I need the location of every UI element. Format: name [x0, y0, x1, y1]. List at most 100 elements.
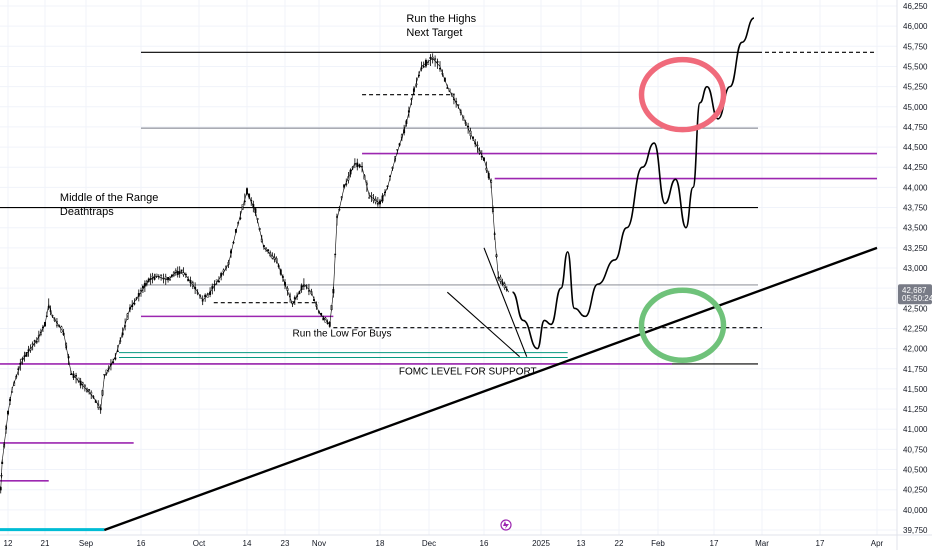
y-tick-label: 46,250 [903, 2, 928, 11]
candle-body [302, 285, 305, 287]
x-tick-label: 18 [376, 539, 385, 548]
y-tick-label: 40,750 [903, 445, 928, 454]
x-tick-label: 2025 [532, 539, 550, 548]
candle-body [180, 269, 183, 271]
y-tick-label: 43,500 [903, 224, 928, 233]
y-axis[interactable]: 39,750 40,000 40,250 40,500 40,750 41,000 41,2… [903, 2, 928, 535]
y-tick-label: 40,000 [903, 506, 928, 515]
x-tick-label: 17 [816, 539, 825, 548]
price-series [0, 53, 510, 494]
y-tick-label: 45,250 [903, 83, 928, 92]
candle-body [75, 375, 78, 377]
price-tag-countdown: 05:50:24 [902, 294, 932, 303]
candle-body [33, 340, 36, 342]
x-tick-label: 21 [41, 539, 50, 548]
candle-body [178, 271, 181, 275]
candle-body [370, 195, 373, 197]
candle-body [103, 373, 106, 376]
candle-body [70, 373, 73, 376]
x-tick-label: 16 [137, 539, 146, 548]
candle-body [376, 203, 379, 205]
y-tick-label: 39,750 [903, 526, 928, 535]
annotation-label: Next Target [406, 27, 462, 39]
y-tick-label: 41,500 [903, 385, 928, 394]
x-tick-label: 14 [243, 539, 252, 548]
candle-body [422, 65, 425, 68]
target-circle [638, 56, 727, 133]
candle-body [322, 317, 325, 321]
annotation-label: Run the Low For Buys [293, 329, 392, 340]
trendline-wedge-upper [483, 247, 528, 357]
candle-body [164, 276, 167, 279]
x-tick-label: Oct [193, 539, 206, 548]
x-axis[interactable]: 12 21 Sep 16 Oct 14 23 Nov 18 Dec 16 2025 13 22 Feb 17 M… [4, 539, 884, 548]
x-tick-label: 17 [710, 539, 719, 548]
trendline-wedge-lower [446, 291, 520, 358]
price-tag-background [898, 284, 932, 305]
y-tick-label: 44,250 [903, 163, 928, 172]
events-icon[interactable] [500, 519, 512, 531]
projection-path [512, 17, 755, 350]
candle-body [215, 279, 218, 282]
y-tick-label: 45,000 [903, 103, 928, 112]
y-tick-label: 45,500 [903, 62, 928, 71]
x-tick-label: 16 [480, 539, 489, 548]
candle-body [81, 382, 84, 385]
annotation-label: Middle of the Range [60, 192, 158, 204]
candle-body [204, 294, 207, 298]
y-tick-label: 45,750 [903, 42, 928, 51]
candle-body [169, 279, 171, 281]
candle-body [429, 57, 432, 59]
y-tick-label: 43,250 [903, 244, 928, 253]
x-tick-label: Feb [651, 539, 665, 548]
candle-body [174, 270, 177, 274]
y-tick-label: 44,500 [903, 143, 928, 152]
candle-body [90, 391, 93, 395]
annotations: Run the Highs Next Target Middle of the Ra… [60, 13, 537, 377]
candle-body [160, 274, 163, 276]
y-tick-label: 44,000 [903, 183, 928, 192]
candle-body [182, 272, 185, 276]
candle-body [307, 290, 310, 292]
x-tick-label: Nov [312, 539, 326, 548]
current-price-tag: 42,687 05:50:24 [898, 284, 932, 305]
candle-body [133, 302, 136, 305]
lightning-icon[interactable] [500, 519, 512, 531]
candle-body [141, 286, 144, 289]
drawings [103, 17, 878, 532]
candle-body [427, 62, 430, 65]
y-tick-label: 43,000 [903, 264, 928, 273]
grid [0, 0, 897, 535]
candle-body [368, 197, 371, 199]
candle-body [293, 297, 296, 300]
y-tick-label: 42,500 [903, 304, 928, 313]
candle-body [167, 277, 170, 280]
candle-body [434, 58, 437, 60]
candle-body [151, 275, 154, 278]
annotation-label: Run the Highs [406, 13, 476, 25]
y-tick-label: 41,250 [903, 405, 928, 414]
candle-body [155, 273, 158, 277]
x-tick-label: Sep [79, 539, 94, 548]
candle-body [265, 247, 267, 250]
y-tick-label: 40,500 [903, 466, 928, 475]
y-tick-label: 42,250 [903, 324, 928, 333]
candle-body [153, 277, 156, 280]
candle-body [457, 104, 460, 106]
candle-body [187, 278, 190, 282]
candle-body [83, 384, 86, 388]
candle-body [436, 61, 439, 63]
trendline-rising-support [103, 246, 878, 532]
y-tick-label: 40,250 [903, 486, 928, 495]
x-tick-label: Dec [422, 539, 436, 548]
x-tick-label: Mar [755, 539, 769, 548]
x-tick-label: Apr [871, 539, 884, 548]
x-tick-label: 23 [281, 539, 290, 548]
y-tick-label: 41,750 [903, 365, 928, 374]
candle-body [176, 271, 179, 275]
x-tick-label: 22 [615, 539, 624, 548]
price-line [0, 58, 510, 490]
